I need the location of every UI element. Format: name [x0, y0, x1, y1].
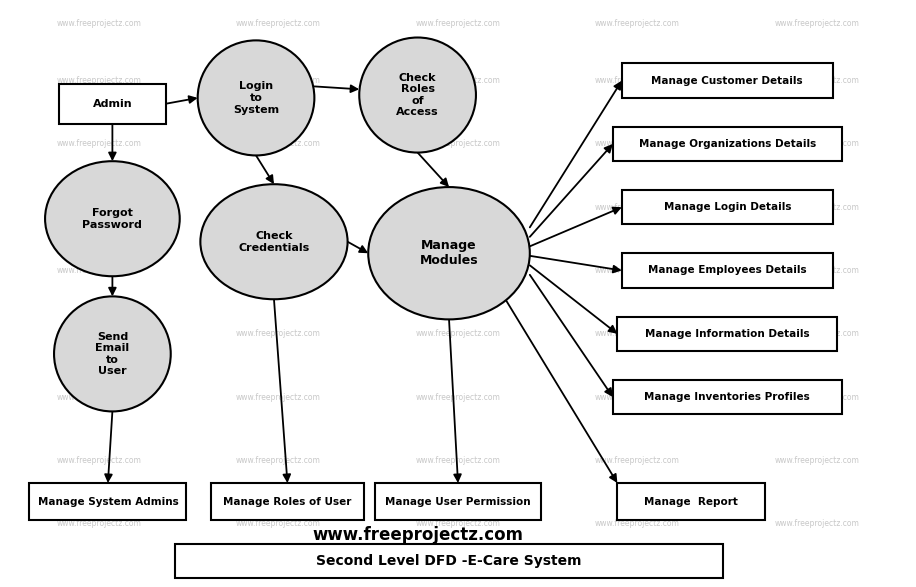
Text: www.freeprojectz.com: www.freeprojectz.com	[595, 19, 680, 28]
Text: www.freeprojectz.com: www.freeprojectz.com	[775, 329, 859, 338]
Text: www.freeprojectz.com: www.freeprojectz.com	[775, 140, 859, 149]
Ellipse shape	[45, 161, 180, 276]
FancyBboxPatch shape	[375, 483, 541, 521]
Text: www.freeprojectz.com: www.freeprojectz.com	[236, 519, 321, 528]
Text: www.freeprojectz.com: www.freeprojectz.com	[416, 266, 500, 275]
FancyBboxPatch shape	[29, 483, 187, 521]
FancyBboxPatch shape	[613, 380, 842, 414]
Text: www.freeprojectz.com: www.freeprojectz.com	[595, 519, 680, 528]
Text: Manage
Modules: Manage Modules	[420, 239, 478, 267]
Text: www.freeprojectz.com: www.freeprojectz.com	[57, 393, 141, 402]
Text: www.freeprojectz.com: www.freeprojectz.com	[775, 456, 859, 465]
Text: www.freeprojectz.com: www.freeprojectz.com	[236, 76, 321, 85]
Text: www.freeprojectz.com: www.freeprojectz.com	[236, 19, 321, 28]
Text: Second Level DFD -E-Care System: Second Level DFD -E-Care System	[316, 554, 582, 568]
Text: Admin: Admin	[93, 99, 132, 109]
Text: www.freeprojectz.com: www.freeprojectz.com	[236, 329, 321, 338]
Text: www.freeprojectz.com: www.freeprojectz.com	[416, 203, 500, 212]
FancyBboxPatch shape	[175, 544, 723, 578]
Text: www.freeprojectz.com: www.freeprojectz.com	[236, 203, 321, 212]
Text: www.freeprojectz.com: www.freeprojectz.com	[775, 519, 859, 528]
Text: www.freeprojectz.com: www.freeprojectz.com	[595, 76, 680, 85]
Ellipse shape	[368, 187, 529, 319]
Text: www.freeprojectz.com: www.freeprojectz.com	[236, 266, 321, 275]
Text: www.freeprojectz.com: www.freeprojectz.com	[416, 456, 500, 465]
Text: www.freeprojectz.com: www.freeprojectz.com	[236, 140, 321, 149]
Ellipse shape	[359, 38, 476, 153]
Text: www.freeprojectz.com: www.freeprojectz.com	[416, 393, 500, 402]
Text: www.freeprojectz.com: www.freeprojectz.com	[595, 203, 680, 212]
Text: www.freeprojectz.com: www.freeprojectz.com	[57, 203, 141, 212]
Text: Send
Email
to
User: Send Email to User	[95, 332, 129, 376]
Text: www.freeprojectz.com: www.freeprojectz.com	[57, 266, 141, 275]
FancyBboxPatch shape	[622, 253, 833, 288]
Text: Manage  Report: Manage Report	[645, 497, 738, 507]
Text: www.freeprojectz.com: www.freeprojectz.com	[57, 519, 141, 528]
Text: www.freeprojectz.com: www.freeprojectz.com	[57, 456, 141, 465]
Text: www.freeprojectz.com: www.freeprojectz.com	[775, 19, 859, 28]
Text: Check
Credentials: Check Credentials	[238, 231, 310, 252]
Text: www.freeprojectz.com: www.freeprojectz.com	[312, 526, 523, 544]
FancyBboxPatch shape	[622, 190, 833, 224]
FancyBboxPatch shape	[613, 127, 842, 161]
Text: Manage Login Details: Manage Login Details	[663, 202, 791, 212]
Text: www.freeprojectz.com: www.freeprojectz.com	[416, 19, 500, 28]
Text: www.freeprojectz.com: www.freeprojectz.com	[416, 519, 500, 528]
Text: Manage System Admins: Manage System Admins	[38, 497, 179, 507]
Text: www.freeprojectz.com: www.freeprojectz.com	[416, 140, 500, 149]
Text: Manage Information Details: Manage Information Details	[645, 329, 810, 339]
Text: www.freeprojectz.com: www.freeprojectz.com	[775, 266, 859, 275]
Text: Manage User Permission: Manage User Permission	[386, 497, 530, 507]
Text: www.freeprojectz.com: www.freeprojectz.com	[595, 329, 680, 338]
Text: www.freeprojectz.com: www.freeprojectz.com	[236, 456, 321, 465]
Text: www.freeprojectz.com: www.freeprojectz.com	[595, 393, 680, 402]
Text: www.freeprojectz.com: www.freeprojectz.com	[775, 203, 859, 212]
Text: www.freeprojectz.com: www.freeprojectz.com	[595, 266, 680, 275]
FancyBboxPatch shape	[59, 83, 166, 124]
Text: www.freeprojectz.com: www.freeprojectz.com	[595, 140, 680, 149]
Text: www.freeprojectz.com: www.freeprojectz.com	[416, 329, 500, 338]
Ellipse shape	[198, 41, 314, 156]
Text: Manage Employees Details: Manage Employees Details	[648, 265, 807, 275]
Text: Manage Organizations Details: Manage Organizations Details	[638, 139, 816, 149]
FancyBboxPatch shape	[622, 63, 833, 98]
Text: Forgot
Password: Forgot Password	[82, 208, 142, 230]
FancyBboxPatch shape	[211, 483, 364, 521]
Ellipse shape	[201, 184, 347, 299]
Text: www.freeprojectz.com: www.freeprojectz.com	[57, 19, 141, 28]
Text: Login
to
System: Login to System	[233, 82, 279, 114]
Text: Manage Inventories Profiles: Manage Inventories Profiles	[645, 392, 810, 402]
Text: www.freeprojectz.com: www.freeprojectz.com	[595, 456, 680, 465]
FancyBboxPatch shape	[617, 316, 837, 351]
Text: www.freeprojectz.com: www.freeprojectz.com	[57, 140, 141, 149]
Text: www.freeprojectz.com: www.freeprojectz.com	[416, 76, 500, 85]
Text: www.freeprojectz.com: www.freeprojectz.com	[236, 393, 321, 402]
Text: Manage Customer Details: Manage Customer Details	[651, 76, 803, 86]
Ellipse shape	[54, 296, 170, 411]
Text: Manage Roles of User: Manage Roles of User	[224, 497, 352, 507]
Text: www.freeprojectz.com: www.freeprojectz.com	[775, 76, 859, 85]
FancyBboxPatch shape	[617, 483, 766, 521]
Text: www.freeprojectz.com: www.freeprojectz.com	[57, 76, 141, 85]
Text: www.freeprojectz.com: www.freeprojectz.com	[57, 329, 141, 338]
Text: Check
Roles
of
Access: Check Roles of Access	[397, 73, 439, 117]
Text: www.freeprojectz.com: www.freeprojectz.com	[775, 393, 859, 402]
